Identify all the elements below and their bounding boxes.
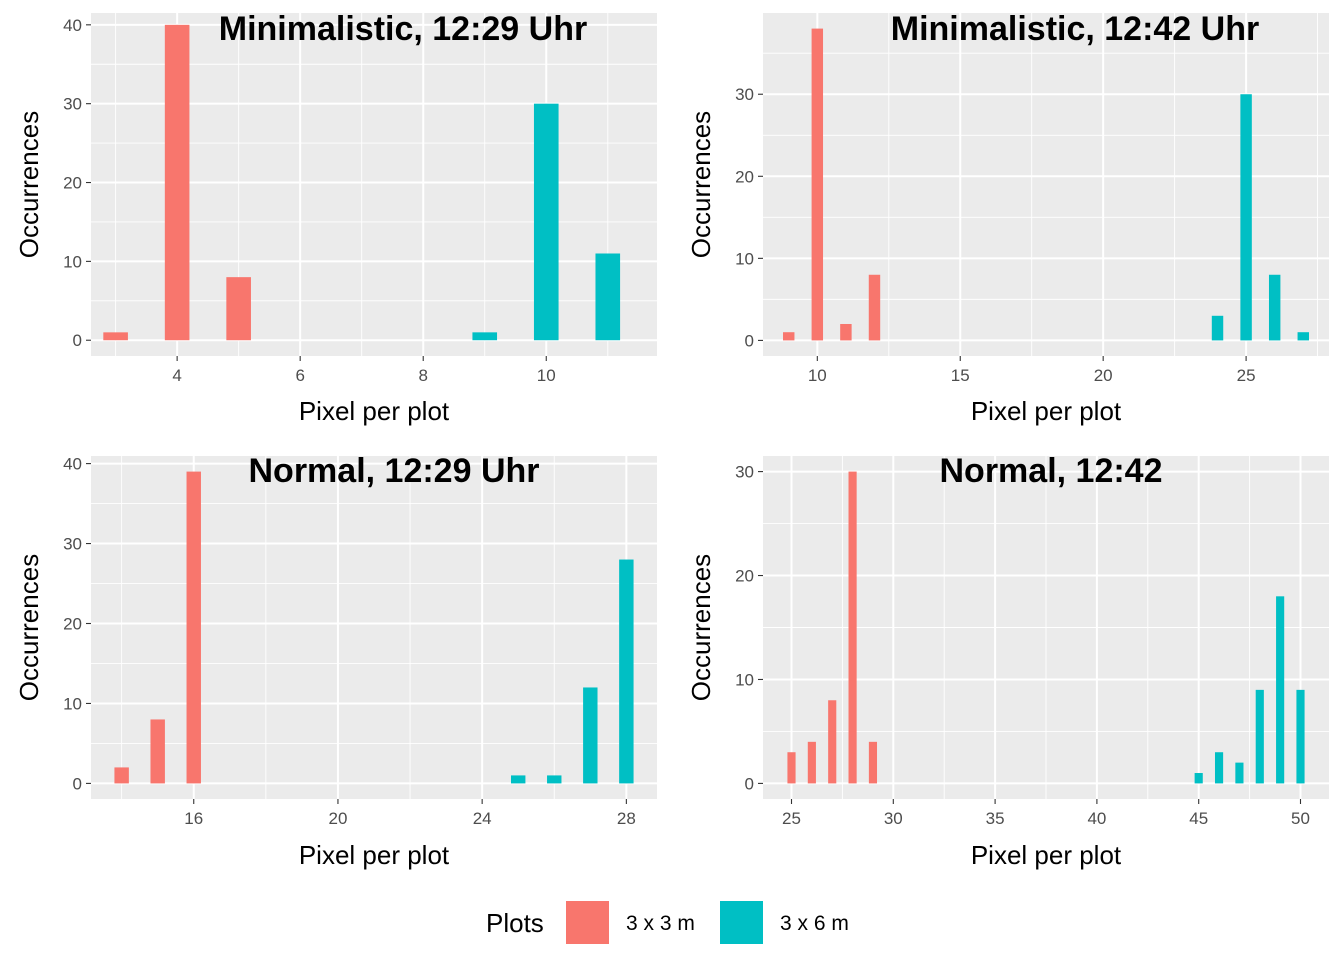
x-axis-title: Pixel per plot <box>971 396 1122 426</box>
x-tick-label: 25 <box>782 809 801 828</box>
bar <box>510 775 526 784</box>
y-tick-label: 20 <box>63 174 82 193</box>
bar <box>226 277 251 341</box>
bar <box>1235 762 1244 784</box>
x-tick-label: 6 <box>295 366 304 385</box>
bar <box>547 775 562 784</box>
x-tick-label: 25 <box>1237 366 1256 385</box>
y-tick-label: 10 <box>735 670 754 689</box>
x-tick-label: 10 <box>537 366 556 385</box>
legend-key-3x3 <box>566 901 609 944</box>
legend-label-3x3: 3 x 3 m <box>626 912 695 935</box>
x-tick-label: 50 <box>1291 809 1310 828</box>
chart-panel-1: 4 6 8 10 0 10 20 30 40 Pixel per plot Occurrences M… <box>14 10 657 426</box>
bar <box>533 103 559 341</box>
chart-panel-4: 25 30 35 40 45 50 0 10 20 30 Pixel per plot Occurre… <box>686 452 1329 870</box>
y-tick-label: 20 <box>63 615 82 634</box>
bar <box>164 24 190 341</box>
chart-panel-3: 16 20 24 28 0 10 20 30 40 Pixel per plot Occurrenc… <box>14 452 657 870</box>
bar <box>1211 315 1224 341</box>
y-tick-label: 10 <box>735 249 754 268</box>
bar <box>1240 94 1252 341</box>
x-tick-label: 4 <box>172 366 181 385</box>
x-tick-label: 20 <box>328 809 347 828</box>
bar <box>1297 332 1309 341</box>
x-tick-label: 8 <box>418 366 427 385</box>
bar <box>787 752 796 784</box>
legend-key-3x6 <box>720 901 763 944</box>
bar <box>595 253 621 341</box>
y-tick-label: 40 <box>63 455 82 474</box>
panel-title: Normal, 12:42 <box>940 452 1163 490</box>
panels: 4 6 8 10 0 10 20 30 40 Pixel per plot Occurrences M… <box>14 10 1329 870</box>
legend-title: Plots <box>486 908 544 938</box>
y-tick-label: 30 <box>63 535 82 554</box>
x-tick-label: 16 <box>184 809 203 828</box>
bar <box>1296 689 1305 784</box>
bar <box>1268 274 1281 341</box>
x-axis-title: Pixel per plot <box>299 840 450 870</box>
y-tick-label: 30 <box>735 85 754 104</box>
bar <box>472 332 498 341</box>
x-tick-label: 15 <box>951 366 970 385</box>
y-tick-label: 0 <box>73 774 82 793</box>
legend-label-3x6: 3 x 6 m <box>780 912 849 935</box>
bar <box>868 741 878 784</box>
panel-background <box>91 456 657 799</box>
x-tick-label: 40 <box>1087 809 1106 828</box>
x-axis-title: Pixel per plot <box>299 396 450 426</box>
x-tick-label: 35 <box>986 809 1005 828</box>
x-tick-label: 10 <box>808 366 827 385</box>
bar <box>807 741 816 784</box>
bar <box>583 687 598 784</box>
bar <box>783 332 795 341</box>
panel-background <box>763 13 1329 356</box>
bar <box>1255 689 1264 784</box>
panel-title: Normal, 12:29 Uhr <box>249 452 540 490</box>
chart-panel-2: 10 15 20 25 0 10 20 30 Pixel per plot Occurrences… <box>686 10 1329 426</box>
bar <box>103 332 128 341</box>
panel-title: Minimalistic, 12:29 Uhr <box>219 10 587 48</box>
bar <box>811 28 824 341</box>
y-tick-label: 0 <box>745 331 754 350</box>
y-tick-label: 30 <box>63 95 82 114</box>
y-tick-label: 0 <box>73 331 82 350</box>
x-tick-label: 30 <box>884 809 903 828</box>
y-axis-title: Occurrences <box>14 554 44 701</box>
legend: Plots 3 x 3 m 3 x 6 m <box>486 901 849 944</box>
bar <box>848 471 857 784</box>
y-tick-label: 0 <box>745 774 754 793</box>
x-tick-label: 28 <box>617 809 636 828</box>
x-tick-label: 20 <box>1094 366 1113 385</box>
y-axis-title: Occurrences <box>686 111 716 258</box>
y-tick-label: 10 <box>63 252 82 271</box>
y-tick-label: 40 <box>63 16 82 35</box>
y-tick-label: 10 <box>63 694 82 713</box>
bar <box>619 559 634 784</box>
bar <box>1276 596 1285 784</box>
bar <box>186 471 201 784</box>
y-tick-label: 20 <box>735 167 754 186</box>
bar <box>1194 773 1203 784</box>
y-axis-title: Occurrences <box>686 554 716 701</box>
bar <box>114 767 129 784</box>
bar <box>868 274 881 341</box>
y-axis-title: Occurrences <box>14 111 44 258</box>
x-tick-label: 24 <box>473 809 492 828</box>
y-tick-label: 20 <box>735 567 754 586</box>
bar <box>828 700 837 784</box>
y-tick-label: 30 <box>735 463 754 482</box>
x-axis-title: Pixel per plot <box>971 840 1122 870</box>
x-tick-label: 45 <box>1189 809 1208 828</box>
panel-title: Minimalistic, 12:42 Uhr <box>891 10 1259 48</box>
bar <box>150 719 165 784</box>
bar <box>840 323 852 341</box>
bar <box>1214 752 1224 784</box>
